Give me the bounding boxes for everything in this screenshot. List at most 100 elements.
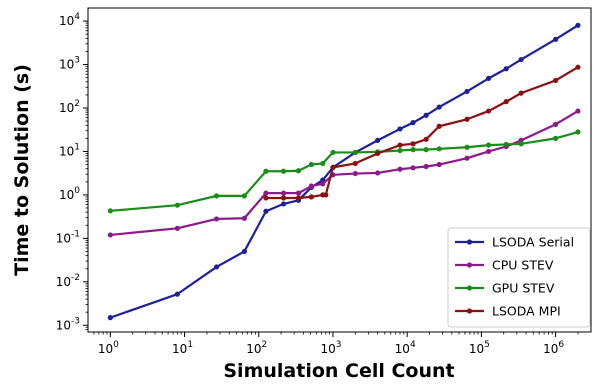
legend-label-lsoda-mpi: LSODA MPI — [492, 304, 561, 319]
x-tick-label: 104 — [395, 340, 416, 356]
data-point-gpu-stev — [485, 142, 492, 148]
legend-label-cpu-stev: CPU STEV — [492, 258, 554, 273]
data-point-gpu-stev — [436, 146, 442, 152]
data-point-lsoda-serial — [464, 88, 470, 95]
data-point-lsoda-serial — [503, 66, 509, 72]
data-point-lsoda-mpi — [503, 99, 509, 105]
data-point-lsoda-serial — [436, 104, 442, 110]
y-axis-ticks: 10-3 10-2 10-1 100 101 102 103 104 — [56, 12, 88, 332]
data-point-cpu-stev — [107, 232, 113, 238]
legend-label-gpu-stev: GPU STEV — [492, 281, 555, 296]
data-point-cpu-stev — [213, 216, 220, 222]
data-point-gpu-stev — [397, 147, 403, 154]
data-point-cpu-stev — [575, 108, 581, 114]
data-point-gpu-stev — [464, 144, 470, 150]
legend-box — [447, 227, 591, 328]
data-point-lsoda-mpi — [352, 160, 358, 167]
data-point-gpu-stev — [352, 149, 358, 156]
y-tick-label: 10-2 — [56, 273, 80, 289]
x-tick-label: 102 — [246, 340, 267, 356]
data-point-gpu-stev — [295, 168, 302, 174]
x-tick-label: 100 — [98, 340, 119, 356]
data-point-cpu-stev — [436, 161, 442, 168]
data-point-lsoda-mpi — [518, 90, 524, 96]
y-tick-label: 10-3 — [56, 316, 80, 332]
y-tick-label: 100 — [59, 186, 80, 202]
data-point-lsoda-mpi — [575, 64, 581, 70]
data-point-lsoda-serial — [107, 315, 113, 321]
data-point-lsoda-serial — [213, 264, 220, 270]
data-point-lsoda-mpi — [464, 116, 470, 122]
data-point-lsoda-mpi — [330, 164, 336, 170]
data-point-lsoda-mpi — [308, 194, 314, 200]
data-point-lsoda-mpi — [280, 195, 287, 201]
data-point-lsoda-mpi — [263, 195, 269, 201]
data-point-lsoda-serial — [241, 248, 247, 255]
data-point-gpu-stev — [575, 129, 581, 135]
data-point-lsoda-serial — [397, 126, 403, 132]
data-point-lsoda-serial — [174, 291, 180, 297]
x-axis-title: Simulation Cell Count — [223, 360, 454, 382]
data-point-cpu-stev — [263, 190, 269, 196]
series-line-cpu-stev — [110, 110, 579, 237]
data-point-cpu-stev — [375, 170, 381, 176]
legend-marker-cpu-stev — [466, 262, 473, 268]
data-point-lsoda-serial — [518, 56, 524, 63]
data-point-lsoda-mpi — [485, 108, 492, 114]
data-point-lsoda-mpi — [397, 142, 403, 148]
y-tick-label: 101 — [59, 142, 80, 158]
data-point-gpu-stev — [330, 149, 336, 156]
legend: LSODA Serial CPU STEV GPU STEV LSODA MPI — [447, 227, 591, 328]
data-point-gpu-stev — [107, 208, 113, 214]
legend-marker-gpu-stev — [466, 285, 473, 291]
y-tick-label: 102 — [59, 99, 80, 115]
data-point-lsoda-mpi — [323, 192, 329, 198]
data-point-gpu-stev — [410, 147, 416, 153]
data-point-gpu-stev — [518, 141, 524, 147]
series-line-lsoda-serial — [109, 24, 579, 319]
x-axis-ticks: 100 101 102 103 104 105 106 — [93, 332, 579, 356]
data-point-lsoda-serial — [423, 112, 429, 118]
data-point-lsoda-serial — [280, 201, 287, 207]
data-point-lsoda-mpi — [375, 150, 381, 157]
data-point-gpu-stev — [174, 202, 180, 208]
data-point-cpu-stev — [397, 166, 403, 172]
data-point-gpu-stev — [308, 161, 314, 168]
data-point-cpu-stev — [464, 155, 470, 161]
data-point-lsoda-serial — [263, 208, 269, 214]
x-tick-label: 106 — [543, 340, 564, 356]
data-point-lsoda-serial — [410, 120, 416, 126]
data-point-cpu-stev — [552, 121, 559, 127]
data-point-lsoda-mpi — [552, 77, 559, 84]
legend-marker-lsoda-mpi — [466, 308, 473, 314]
data-point-cpu-stev — [174, 225, 180, 231]
data-point-cpu-stev — [241, 215, 247, 221]
data-point-gpu-stev — [241, 193, 247, 199]
x-tick-label: 103 — [320, 340, 341, 356]
y-tick-label: 103 — [59, 56, 80, 72]
y-tick-label: 104 — [59, 12, 80, 28]
data-point-lsoda-serial — [552, 36, 559, 42]
data-point-cpu-stev — [423, 163, 429, 170]
x-tick-label: 105 — [469, 340, 490, 356]
y-axis-title: Time to Solution (s) — [11, 64, 33, 276]
data-point-gpu-stev — [280, 168, 287, 174]
data-point-gpu-stev — [552, 135, 559, 141]
data-point-cpu-stev — [280, 190, 287, 196]
data-point-cpu-stev — [295, 190, 302, 196]
legend-marker-lsoda-serial — [466, 239, 473, 245]
x-tick-label: 101 — [172, 340, 193, 356]
series-line-gpu-stev — [110, 130, 579, 212]
data-point-cpu-stev — [308, 183, 314, 189]
data-point-lsoda-serial — [575, 22, 581, 28]
data-point-lsoda-mpi — [295, 195, 302, 201]
y-tick-label: 10-1 — [56, 229, 80, 245]
data-point-gpu-stev — [320, 160, 326, 167]
data-point-lsoda-mpi — [423, 136, 429, 142]
data-point-cpu-stev — [320, 181, 326, 187]
data-point-gpu-stev — [213, 193, 220, 199]
legend-label-lsoda-serial: LSODA Serial — [492, 235, 574, 250]
data-point-gpu-stev — [423, 147, 429, 153]
data-point-lsoda-mpi — [410, 141, 416, 147]
data-point-gpu-stev — [503, 141, 509, 148]
